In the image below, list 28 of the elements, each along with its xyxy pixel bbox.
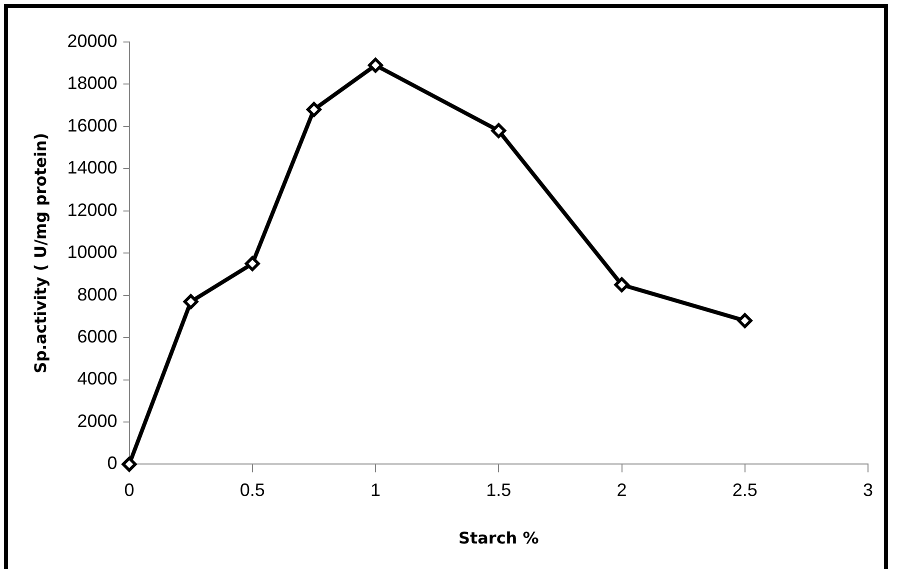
point bbox=[491, 123, 506, 138]
y-tick-label: 16000 bbox=[67, 115, 118, 136]
y-tick-label: 14000 bbox=[67, 158, 118, 178]
y-axis-title: Sp.activity ( U/mg protein) bbox=[30, 132, 50, 374]
y-tick-label: 8000 bbox=[77, 284, 118, 304]
x-tick-label: 1.5 bbox=[486, 480, 512, 500]
x-axis-title: Starch % bbox=[458, 528, 539, 548]
y-tick-label: 4000 bbox=[77, 368, 118, 389]
point bbox=[737, 313, 752, 328]
y-tick-label: 18000 bbox=[67, 73, 118, 94]
y-tick-label: 0 bbox=[107, 453, 118, 474]
y-tick-label: 20000 bbox=[67, 30, 118, 51]
point bbox=[183, 294, 198, 310]
y-tick-label: 12000 bbox=[67, 200, 118, 220]
point bbox=[244, 256, 260, 272]
point bbox=[614, 277, 630, 292]
y-tick-label: 2000 bbox=[77, 410, 118, 431]
point bbox=[306, 102, 322, 118]
y-tick-label: 10000 bbox=[67, 242, 118, 262]
point bbox=[122, 456, 137, 472]
y-tick-label: 6000 bbox=[77, 326, 118, 347]
x-tick-label: 3 bbox=[862, 480, 874, 500]
x-tick-label: 2 bbox=[616, 480, 627, 500]
x-tick-label: 2.5 bbox=[732, 480, 758, 500]
x-tick-label: 0.5 bbox=[240, 480, 265, 500]
point bbox=[368, 58, 384, 73]
x-tick-label: 1 bbox=[370, 480, 381, 500]
x-tick-label: 0 bbox=[124, 480, 134, 500]
